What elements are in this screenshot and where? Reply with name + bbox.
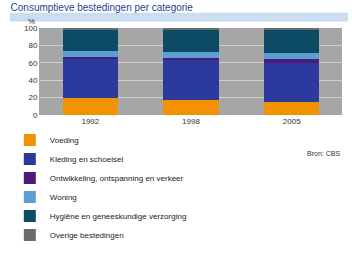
svg-text:Kleding en schoeisel: Kleding en schoeisel [50, 155, 124, 164]
svg-text:2005: 2005 [283, 117, 301, 126]
svg-text:%: % [28, 17, 35, 26]
svg-text:40: 40 [28, 76, 37, 85]
svg-text:Ontwikkeling, ontspanning en v: Ontwikkeling, ontspanning en verkeer [50, 174, 184, 183]
svg-text:100: 100 [24, 24, 38, 33]
svg-text:1998: 1998 [182, 117, 200, 126]
svg-text:Overige bestedingen: Overige bestedingen [50, 231, 124, 240]
svg-text:Voeding: Voeding [50, 136, 79, 145]
svg-text:Bron: CBS: Bron: CBS [307, 150, 340, 157]
svg-text:Woning: Woning [50, 193, 77, 202]
svg-text:Consumptieve bestedingen per c: Consumptieve bestedingen per categorie [11, 2, 194, 13]
svg-text:80: 80 [28, 41, 37, 50]
svg-text:60: 60 [28, 59, 37, 68]
svg-text:Hygiëne en geneeskundige verzo: Hygiëne en geneeskundige verzorging [50, 212, 187, 221]
svg-text:20: 20 [28, 93, 37, 102]
svg-text:0: 0 [33, 111, 38, 120]
svg-text:1992: 1992 [81, 117, 99, 126]
